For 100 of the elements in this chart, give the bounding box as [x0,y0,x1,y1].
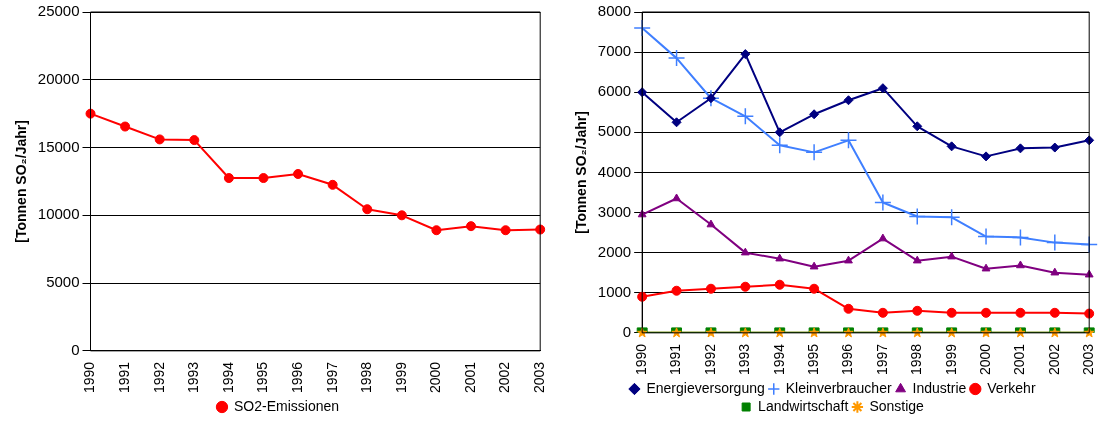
x-tick-label: 1995 [254,361,271,394]
point [1049,142,1060,153]
point [946,307,957,318]
point [809,109,820,120]
point [362,204,373,215]
point [981,151,992,162]
point [981,263,991,272]
x-tick-label: 2002 [1045,343,1062,376]
point [946,141,957,152]
point [466,221,477,232]
point [1016,260,1025,269]
point [1084,308,1095,319]
point [877,307,888,318]
point [223,173,234,184]
point [1050,267,1060,276]
x-tick-label: 1992 [701,343,718,376]
x-tick-label: 1999 [392,361,409,394]
point [912,255,922,264]
point [671,285,682,296]
x-tick-label: 1996 [839,343,856,376]
x-tick-label: 1993 [185,361,202,394]
point [977,227,995,246]
point [396,210,407,221]
point [633,19,651,37]
point [258,173,269,184]
x-tick-label: 2002 [496,361,513,394]
y-tick-label: 10000 [37,205,80,223]
point [912,121,923,132]
point [774,279,785,290]
point [809,261,819,270]
y-tick-label: 4000 [597,162,632,180]
legend-label: Kleinverbraucher [785,379,892,396]
point [770,136,789,154]
x-tick-label: 2000 [976,343,993,376]
point [327,179,338,190]
point [189,135,200,146]
y-tick-label: 25000 [37,2,80,20]
point [942,208,961,227]
point [805,143,823,162]
y-tick-label: 2000 [597,242,632,260]
y-tick-label: 1000 [597,282,632,300]
y-tick-label: 20000 [37,69,80,87]
y-tick-label: 5000 [46,273,80,291]
point [839,131,858,150]
point [1046,233,1064,252]
point [844,255,853,264]
x-tick-label: 1990 [81,361,98,394]
legend-label: Industrie [912,379,967,396]
legend-label: Sonstige [869,397,925,414]
y-tick-label: 7000 [597,42,632,60]
point [1084,269,1094,278]
point [740,281,751,292]
x-tick-label: 1998 [358,361,375,394]
legend-label: Verkehr [987,379,1036,396]
point [1015,307,1026,318]
point [535,224,546,235]
x-tick-label: 1993 [736,343,753,376]
point [293,168,304,179]
point [740,247,750,256]
point [120,121,131,132]
point [1011,228,1030,247]
y-axis-title: [Tonnen SO₂/Jahr] [573,111,590,234]
point [667,49,686,67]
point [774,127,785,138]
x-tick-label: 1998 [908,343,925,376]
y-tick-label: 0 [622,323,632,340]
legend-label: Energieversorgung [646,379,765,396]
y-tick-label: 3000 [597,202,632,220]
x-tick-label: 2003 [531,361,548,394]
x-tick-label: 1999 [942,343,959,376]
y-tick-label: 15000 [37,137,80,155]
point [672,193,681,202]
x-tick-label: 1991 [115,361,132,394]
point [947,251,957,260]
x-tick-label: 1990 [633,343,650,376]
point [809,283,820,294]
y-tick-label: 0 [71,341,80,358]
y-axis-title: [Tonnen SO₂/Jahr] [13,120,30,243]
y-tick-label: 8000 [597,2,632,20]
point [908,207,927,226]
point [736,107,755,126]
point [637,87,648,98]
point [877,83,888,94]
point [431,225,442,236]
x-tick-label: 1997 [323,361,340,394]
point [154,134,165,145]
x-tick-label: 1992 [150,361,167,394]
point [1080,235,1098,254]
x-tick-label: 1994 [219,361,236,394]
point [740,49,751,60]
x-tick-label: 2000 [427,361,444,394]
point [705,93,716,104]
x-tick-label: 1996 [288,361,305,394]
point [706,219,716,228]
x-tick-label: 1995 [804,343,821,376]
point [981,307,992,318]
point [671,117,682,128]
legend-label: SO2-Emissionen [233,397,340,414]
point [1015,143,1026,154]
point [775,253,785,262]
